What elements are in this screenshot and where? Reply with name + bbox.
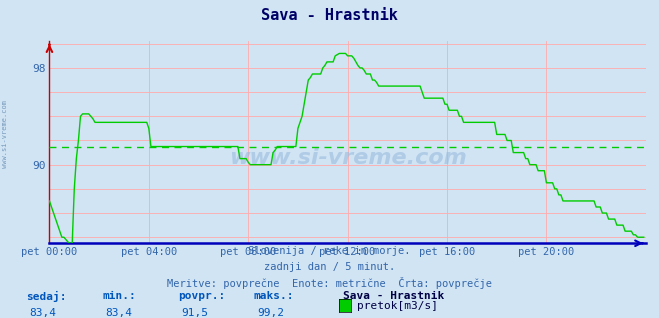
Text: zadnji dan / 5 minut.: zadnji dan / 5 minut. [264,262,395,272]
Text: min.:: min.: [102,291,136,301]
Text: www.si-vreme.com: www.si-vreme.com [2,100,9,168]
Text: Slovenija / reke in morje.: Slovenija / reke in morje. [248,246,411,256]
Text: 99,2: 99,2 [257,308,284,318]
Text: Sava - Hrastnik: Sava - Hrastnik [261,8,398,23]
Text: Meritve: povprečne  Enote: metrične  Črta: povprečje: Meritve: povprečne Enote: metrične Črta:… [167,277,492,289]
Text: maks.:: maks.: [254,291,294,301]
Text: 83,4: 83,4 [30,308,57,318]
Text: pretok[m3/s]: pretok[m3/s] [357,301,438,310]
Text: www.si-vreme.com: www.si-vreme.com [229,149,467,169]
Text: 91,5: 91,5 [181,308,208,318]
Text: 83,4: 83,4 [105,308,132,318]
Text: povpr.:: povpr.: [178,291,225,301]
Text: Sava - Hrastnik: Sava - Hrastnik [343,291,444,301]
Text: sedaj:: sedaj: [26,291,67,302]
